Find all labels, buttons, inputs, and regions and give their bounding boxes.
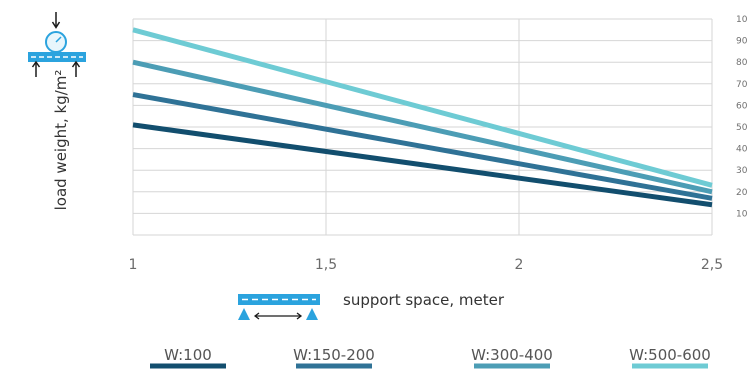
y-axis-title: load weight, kg/m² <box>52 70 70 211</box>
y-tick-label: 90 <box>736 37 748 47</box>
series-line <box>132 27 713 188</box>
x-axis-title: support space, meter <box>343 291 505 309</box>
series-line <box>132 59 713 195</box>
x-tick-labels: 1 1,5 2 2,5 <box>129 257 724 273</box>
y-tick-label: 30 <box>736 166 748 176</box>
y-tick-label: 80 <box>736 58 748 68</box>
legend-label: W:100 <box>164 346 212 364</box>
legend: W:100 W:150-200 W:300-400 W:500-600 <box>150 346 711 369</box>
y-tick-label: 10 <box>736 209 748 219</box>
y-tick-label: 20 <box>736 188 748 198</box>
x-tick-label: 1 <box>129 257 138 273</box>
y-tick-label: 70 <box>736 80 748 90</box>
y-tick-label: 60 <box>736 101 748 111</box>
legend-label: W:300-400 <box>471 346 553 364</box>
support-span-icon <box>238 294 320 320</box>
legend-label: W:150-200 <box>293 346 375 364</box>
series-line <box>132 92 713 201</box>
dial-gauge-load-icon <box>28 12 86 77</box>
legend-label: W:500-600 <box>629 346 711 364</box>
y-tick-label: 10 <box>736 15 748 25</box>
x-tick-label: 2 <box>515 257 524 273</box>
y-tick-label: 40 <box>736 145 748 155</box>
x-tick-label: 2,5 <box>701 257 723 273</box>
series-line <box>132 122 713 208</box>
y-tick-label: 50 <box>736 123 748 133</box>
x-tick-label: 1,5 <box>315 257 337 273</box>
series-layer <box>132 27 713 208</box>
y-tick-labels: 10 90 80 70 60 50 40 30 20 10 <box>736 15 748 219</box>
